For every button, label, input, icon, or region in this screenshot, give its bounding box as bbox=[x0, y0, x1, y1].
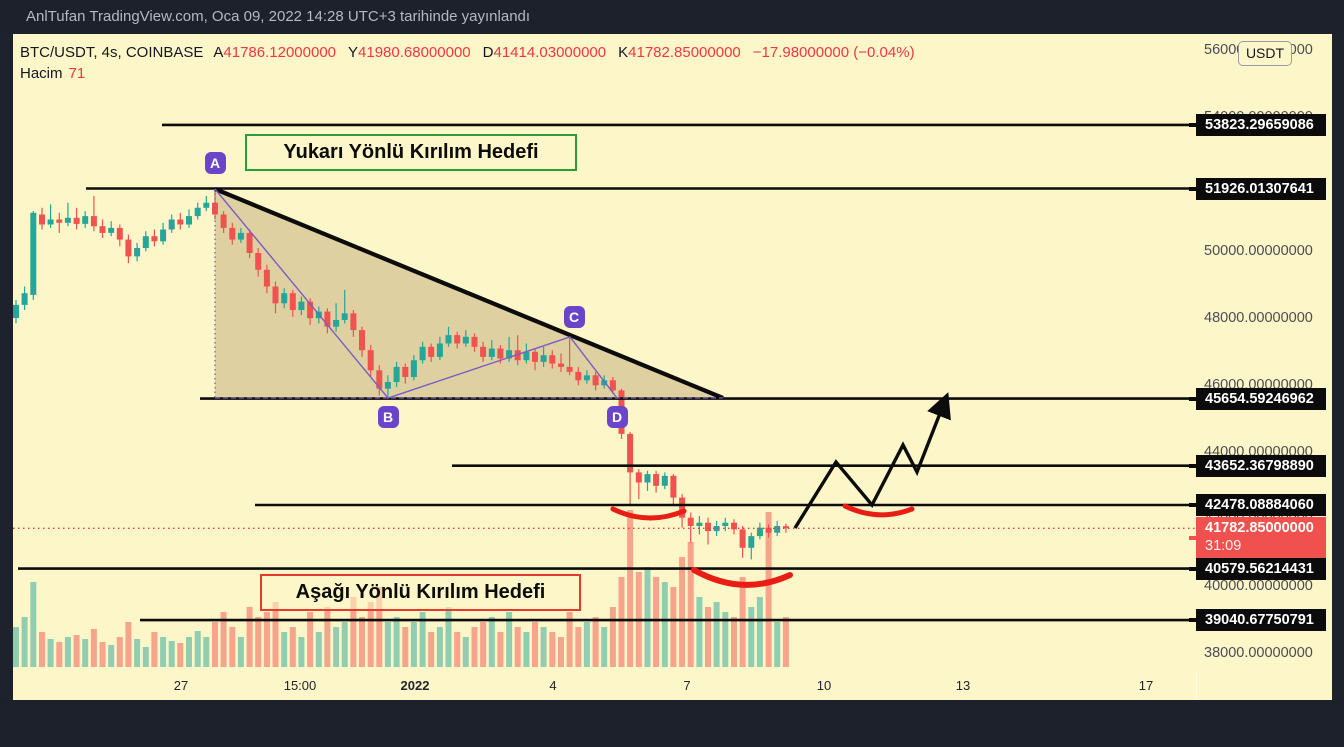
publish-info-text: AnlTufan TradingView.com, Oca 09, 2022 1… bbox=[26, 8, 531, 25]
publish-header: AnlTufan TradingView.com, Oca 09, 2022 1… bbox=[0, 0, 1344, 34]
volume-legend: Hacim 71 bbox=[20, 65, 85, 82]
chart-panel[interactable] bbox=[13, 34, 1332, 700]
downside-breakout-note[interactable]: Aşağı Yönlü Kırılım Hedefi bbox=[260, 574, 581, 611]
ohlc-value: 41414.03000000 bbox=[493, 44, 607, 61]
time-tick: 17 bbox=[1138, 678, 1154, 693]
level-price-label: 53823.29659086 bbox=[1189, 113, 1326, 136]
level-price-label: 39040.67750791 bbox=[1189, 609, 1326, 632]
time-tick: 10 bbox=[816, 678, 832, 693]
level-price-label: 42478.08884060 bbox=[1189, 494, 1326, 516]
ohlc-letter: Y bbox=[348, 44, 359, 61]
level-price-label: 43652.36798890 bbox=[1189, 454, 1326, 477]
price-tick: 50000.00000000 bbox=[1204, 243, 1313, 259]
ohlc-letter: D bbox=[482, 44, 494, 61]
price-tick: 38000.00000000 bbox=[1204, 645, 1313, 661]
change-value: −17.98000000 (−0.04%) bbox=[752, 44, 915, 61]
last-price-label: 41782.85000000 31:09 bbox=[1189, 517, 1326, 559]
bar-countdown: 31:09 bbox=[1205, 538, 1242, 555]
upside-breakout-note[interactable]: Yukarı Yönlü Kırılım Hedefi bbox=[245, 134, 577, 171]
time-tick: 13 bbox=[955, 678, 971, 693]
price-tick: 48000.00000000 bbox=[1204, 310, 1313, 326]
pattern-point-c[interactable]: C bbox=[563, 306, 585, 328]
scale-corner-divider bbox=[1196, 672, 1197, 700]
pattern-point-b[interactable]: B bbox=[377, 406, 399, 428]
price-tick: 40000.00000000 bbox=[1204, 578, 1313, 594]
chart-legend: BTC/USDT, 4s, COINBASE A41786.12000000 Y41… bbox=[20, 44, 915, 61]
ohlc-letter: A bbox=[213, 44, 224, 61]
level-price-label: 40579.56214431 bbox=[1189, 557, 1326, 580]
time-tick: 15:00 bbox=[283, 678, 317, 693]
level-price-label: 51926.01307641 bbox=[1189, 177, 1326, 200]
ohlc-letter: K bbox=[618, 44, 629, 61]
ohlc-value: 41786.12000000 bbox=[223, 44, 337, 61]
ohlc-value: 41782.85000000 bbox=[628, 44, 741, 61]
volume-label: Hacim bbox=[20, 65, 63, 82]
time-tick: 4 bbox=[549, 678, 557, 693]
volume-value: 71 bbox=[68, 65, 86, 82]
pattern-point-a[interactable]: A bbox=[204, 152, 226, 174]
pattern-point-d[interactable]: D bbox=[606, 406, 628, 428]
footer-bar: TradingView bbox=[0, 700, 1344, 747]
level-price-label: 45654.59246962 bbox=[1189, 387, 1326, 410]
last-price-value: 41782.85000000 bbox=[1205, 520, 1314, 537]
time-tick: 27 bbox=[173, 678, 189, 693]
ohlc-value: 41980.68000000 bbox=[358, 44, 471, 61]
time-tick: 2022 bbox=[400, 678, 430, 693]
time-tick: 7 bbox=[683, 678, 691, 693]
currency-toggle-button[interactable]: USDT bbox=[1238, 41, 1292, 66]
symbol-title: BTC/USDT, 4s, COINBASE bbox=[20, 44, 204, 61]
